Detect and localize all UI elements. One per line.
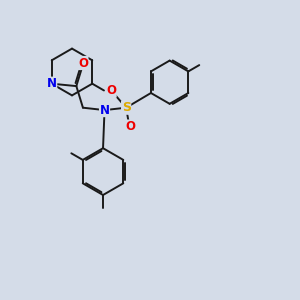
Text: N: N	[100, 103, 110, 117]
Text: N: N	[47, 77, 57, 90]
Text: O: O	[106, 84, 116, 97]
Text: O: O	[78, 56, 88, 70]
Text: S: S	[122, 101, 130, 114]
Text: O: O	[126, 120, 136, 133]
